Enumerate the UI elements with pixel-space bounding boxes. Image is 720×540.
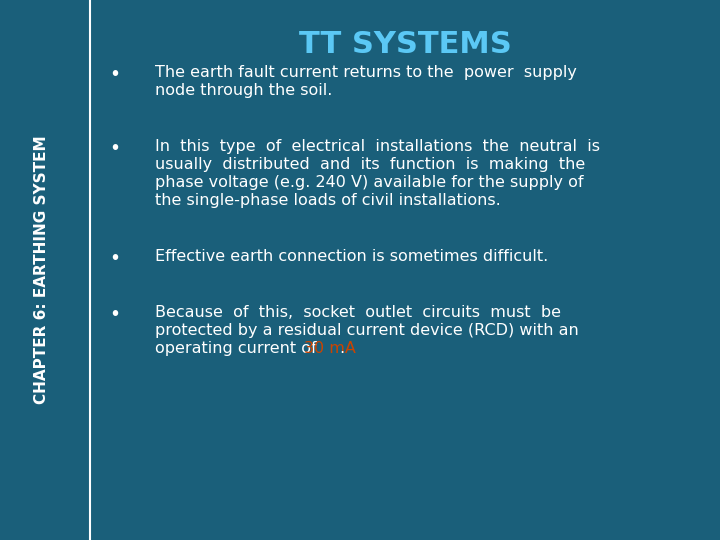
Text: the single-phase loads of civil installations.: the single-phase loads of civil installa… (155, 193, 500, 208)
Text: CHAPTER 6: EARTHING SYSTEM: CHAPTER 6: EARTHING SYSTEM (35, 136, 50, 404)
Text: protected by a residual current device (RCD) with an: protected by a residual current device (… (155, 323, 579, 338)
Text: 30 mA: 30 mA (304, 341, 356, 356)
Text: usually  distributed  and  its  function  is  making  the: usually distributed and its function is … (155, 157, 585, 172)
Text: •: • (109, 305, 120, 324)
Text: TT SYSTEMS: TT SYSTEMS (299, 30, 511, 59)
Text: In  this  type  of  electrical  installations  the  neutral  is: In this type of electrical installations… (155, 139, 600, 154)
Text: operating current of: operating current of (155, 341, 322, 356)
Text: •: • (109, 139, 120, 158)
Text: •: • (109, 65, 120, 84)
Text: phase voltage (e.g. 240 V) available for the supply of: phase voltage (e.g. 240 V) available for… (155, 175, 583, 190)
Text: node through the soil.: node through the soil. (155, 83, 333, 98)
Text: Because  of  this,  socket  outlet  circuits  must  be: Because of this, socket outlet circuits … (155, 305, 561, 320)
Text: The earth fault current returns to the  power  supply: The earth fault current returns to the p… (155, 65, 577, 80)
Text: •: • (109, 249, 120, 268)
Text: .: . (340, 341, 345, 356)
Text: Effective earth connection is sometimes difficult.: Effective earth connection is sometimes … (155, 249, 548, 264)
